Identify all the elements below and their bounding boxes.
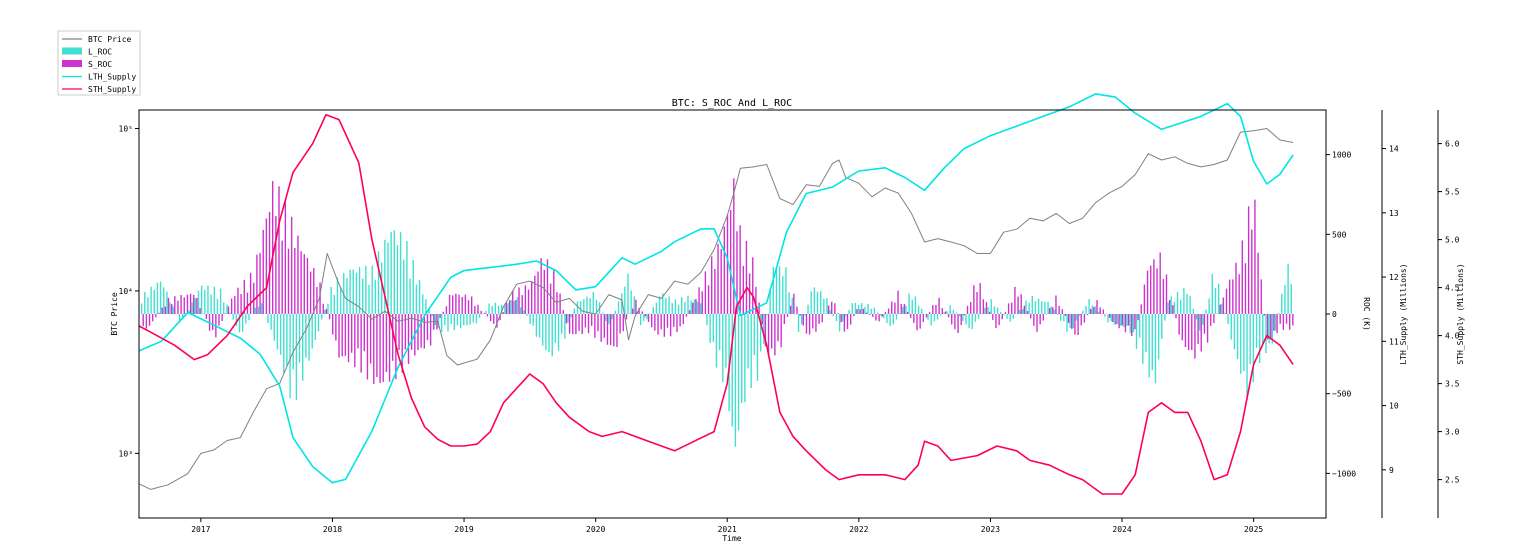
sth-tick-label: 4.0 (1445, 332, 1460, 341)
sth-tick-label: 5.0 (1445, 236, 1460, 245)
x-axis-ticks: 2017 2018 2019 2020 2021 2022 2023 2024 2025 (191, 518, 1263, 534)
lth-supply-line (138, 93, 1294, 484)
x-tick-label: 2019 (454, 525, 473, 534)
x-tick-label: 2020 (586, 525, 605, 534)
lth-axis-ticks: 9 10 11 12 13 14 (1382, 145, 1399, 475)
sth-tick-label: 5.5 (1445, 188, 1460, 197)
l-roc-bars (140, 230, 1292, 447)
sth-tick-label: 6.0 (1445, 140, 1460, 149)
roc-axis-label: ROC (K) (1362, 297, 1371, 331)
legend-swatch (62, 60, 82, 67)
x-tick-label: 2025 (1244, 525, 1263, 534)
sth-axis-ticks: 2.5 3.0 3.5 4.0 4.5 5.0 5.5 6.0 (1438, 140, 1460, 485)
lth-tick-label: 9 (1389, 466, 1394, 475)
legend-label: LTH_Supply (88, 73, 136, 82)
x-tick-label: 2023 (981, 525, 1000, 534)
legend-label: L_ROC (88, 48, 112, 57)
roc-tick-label: −1000 (1332, 469, 1356, 478)
roc-axis-ticks: −1000 −500 0 500 1000 (1326, 151, 1356, 478)
sth-tick-label: 2.5 (1445, 476, 1460, 485)
sth-tick-label: 3.5 (1445, 380, 1460, 389)
x-tick-label: 2024 (1112, 525, 1131, 534)
price-tick-label: 10³ (119, 449, 133, 458)
x-tick-label: 2018 (323, 525, 342, 534)
roc-tick-label: −500 (1332, 390, 1351, 399)
chart-title: BTC: S_ROC And L_ROC (672, 98, 792, 109)
lth-tick-label: 11 (1389, 337, 1399, 346)
legend-label: S_ROC (88, 60, 112, 69)
x-tick-label: 2021 (718, 525, 737, 534)
price-axis-ticks: 10³ 10⁴ 10⁵ (119, 125, 139, 458)
lth-axis-label: LTH_Supply (Millions) (1399, 263, 1408, 364)
series-lines (138, 93, 1294, 495)
lth-tick-label: 14 (1389, 145, 1399, 154)
sth-supply-line (138, 114, 1294, 495)
x-tick-label: 2022 (849, 525, 868, 534)
roc-tick-label: 500 (1332, 230, 1347, 239)
lth-tick-label: 10 (1389, 402, 1399, 411)
price-axis-label: BTC Price (110, 292, 119, 336)
price-tick-label: 10⁴ (119, 287, 133, 296)
sth-tick-label: 4.5 (1445, 284, 1460, 293)
x-axis-label: Time (722, 534, 741, 543)
legend-label: BTC Price (88, 35, 132, 44)
sth-tick-label: 3.0 (1445, 428, 1460, 437)
roc-tick-label: 0 (1332, 310, 1337, 319)
lth-tick-label: 13 (1389, 209, 1399, 218)
s-roc-bars (142, 178, 1294, 385)
legend-swatch (62, 47, 82, 55)
lth-tick-label: 12 (1389, 273, 1399, 282)
sth-axis-label: STH_Supply (Millions) (1456, 263, 1465, 364)
legend: BTC Price L_ROC S_ROC LTH_Supply STH_Supply (57, 30, 141, 96)
x-tick-label: 2017 (191, 525, 210, 534)
roc-tick-label: 1000 (1332, 151, 1351, 160)
legend-label: STH_Supply (88, 85, 136, 94)
btc-price-line (138, 128, 1294, 490)
price-tick-label: 10⁵ (119, 125, 133, 134)
